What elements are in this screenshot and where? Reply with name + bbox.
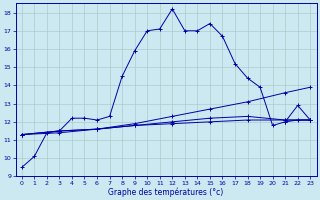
- X-axis label: Graphe des températures (°c): Graphe des températures (°c): [108, 187, 224, 197]
